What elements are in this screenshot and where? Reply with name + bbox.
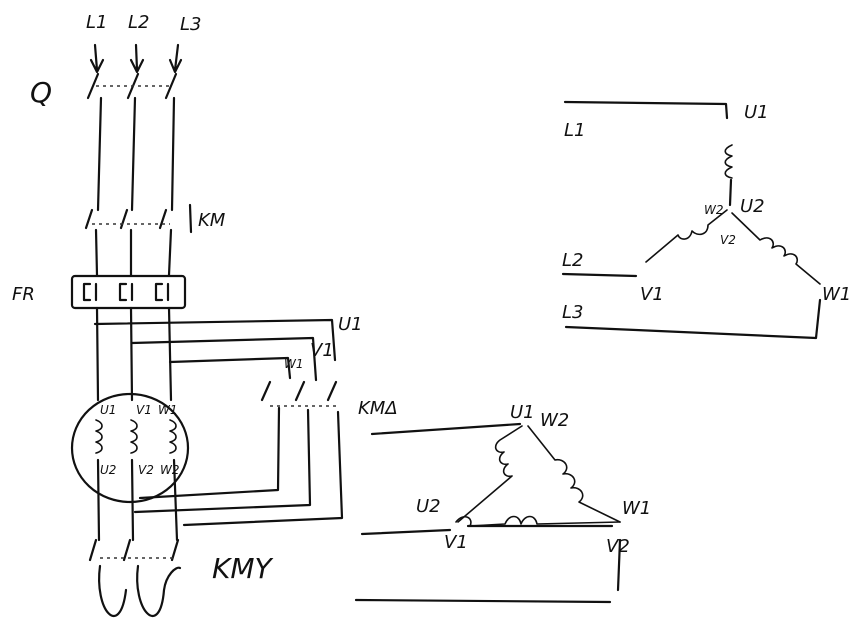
star-l1-label: L1 [564, 120, 585, 141]
star-u2-label: U2 [740, 196, 765, 217]
relay-fr [70, 274, 187, 310]
delta-v1-label: V1 [444, 532, 468, 553]
motor-feeds [93, 306, 337, 402]
star-u1-label: U1 [744, 102, 769, 123]
switch-q [86, 72, 178, 100]
label-fr: FR [12, 284, 35, 305]
delta-w1-label: W1 [622, 498, 651, 519]
label-l3: L3 [180, 14, 201, 35]
delta-w2-label: W2 [540, 410, 569, 431]
supply-lines [89, 43, 183, 74]
label-q: Q [30, 76, 52, 109]
star-l2-label: L2 [562, 250, 583, 271]
star-l3-label: L3 [562, 302, 583, 323]
label-km-delta: KMΔ [358, 398, 398, 419]
motor [70, 392, 190, 542]
motor-v1-label: V1 [136, 403, 152, 417]
star-w2-label: W2 [704, 203, 724, 217]
delta-v2-label: V2 [606, 536, 630, 557]
star-diagram [561, 100, 822, 340]
motor-w1-label: W1 [158, 403, 178, 417]
delta-side-v1-label: V1 [310, 340, 334, 361]
delta-side-w1-label: W1 [284, 357, 304, 371]
motor-u2-label: U2 [100, 463, 116, 477]
delta-diagram [354, 422, 622, 604]
contactor-km [84, 203, 193, 277]
motor-u1-label: U1 [100, 403, 116, 417]
label-km-y: KMY [212, 552, 274, 585]
star-v1-label: V1 [640, 284, 664, 305]
delta-side-u1-label: U1 [338, 314, 363, 335]
motor-v2-label: V2 [138, 463, 154, 477]
main-conductors [96, 96, 176, 212]
delta-u2-label: U2 [416, 496, 441, 517]
delta-u1-label: U1 [510, 402, 535, 423]
star-v2-label: V2 [720, 233, 736, 247]
label-km: KM [198, 210, 226, 231]
motor-w2-label: W2 [160, 463, 180, 477]
star-w1-label: W1 [822, 284, 851, 305]
contactor-km-delta [133, 380, 344, 527]
label-l2: L2 [128, 12, 149, 33]
label-l1: L1 [86, 12, 107, 33]
contactor-km-y [88, 538, 182, 617]
